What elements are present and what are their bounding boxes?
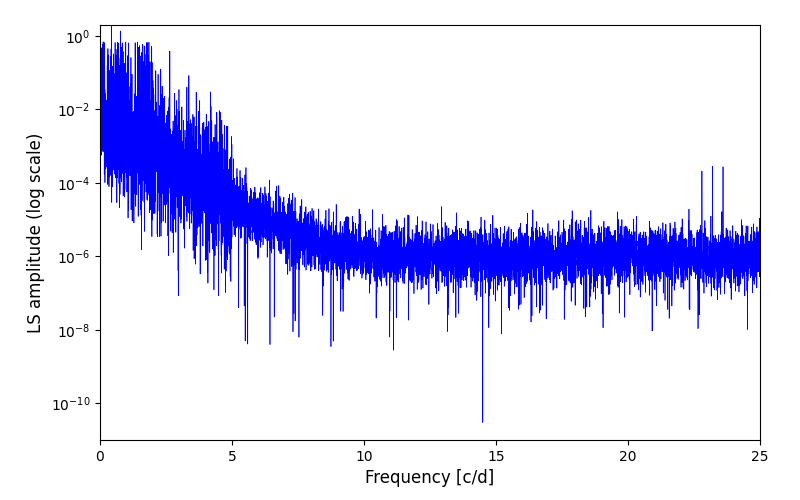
X-axis label: Frequency [c/d]: Frequency [c/d] (366, 470, 494, 488)
Y-axis label: LS amplitude (log scale): LS amplitude (log scale) (27, 132, 45, 332)
